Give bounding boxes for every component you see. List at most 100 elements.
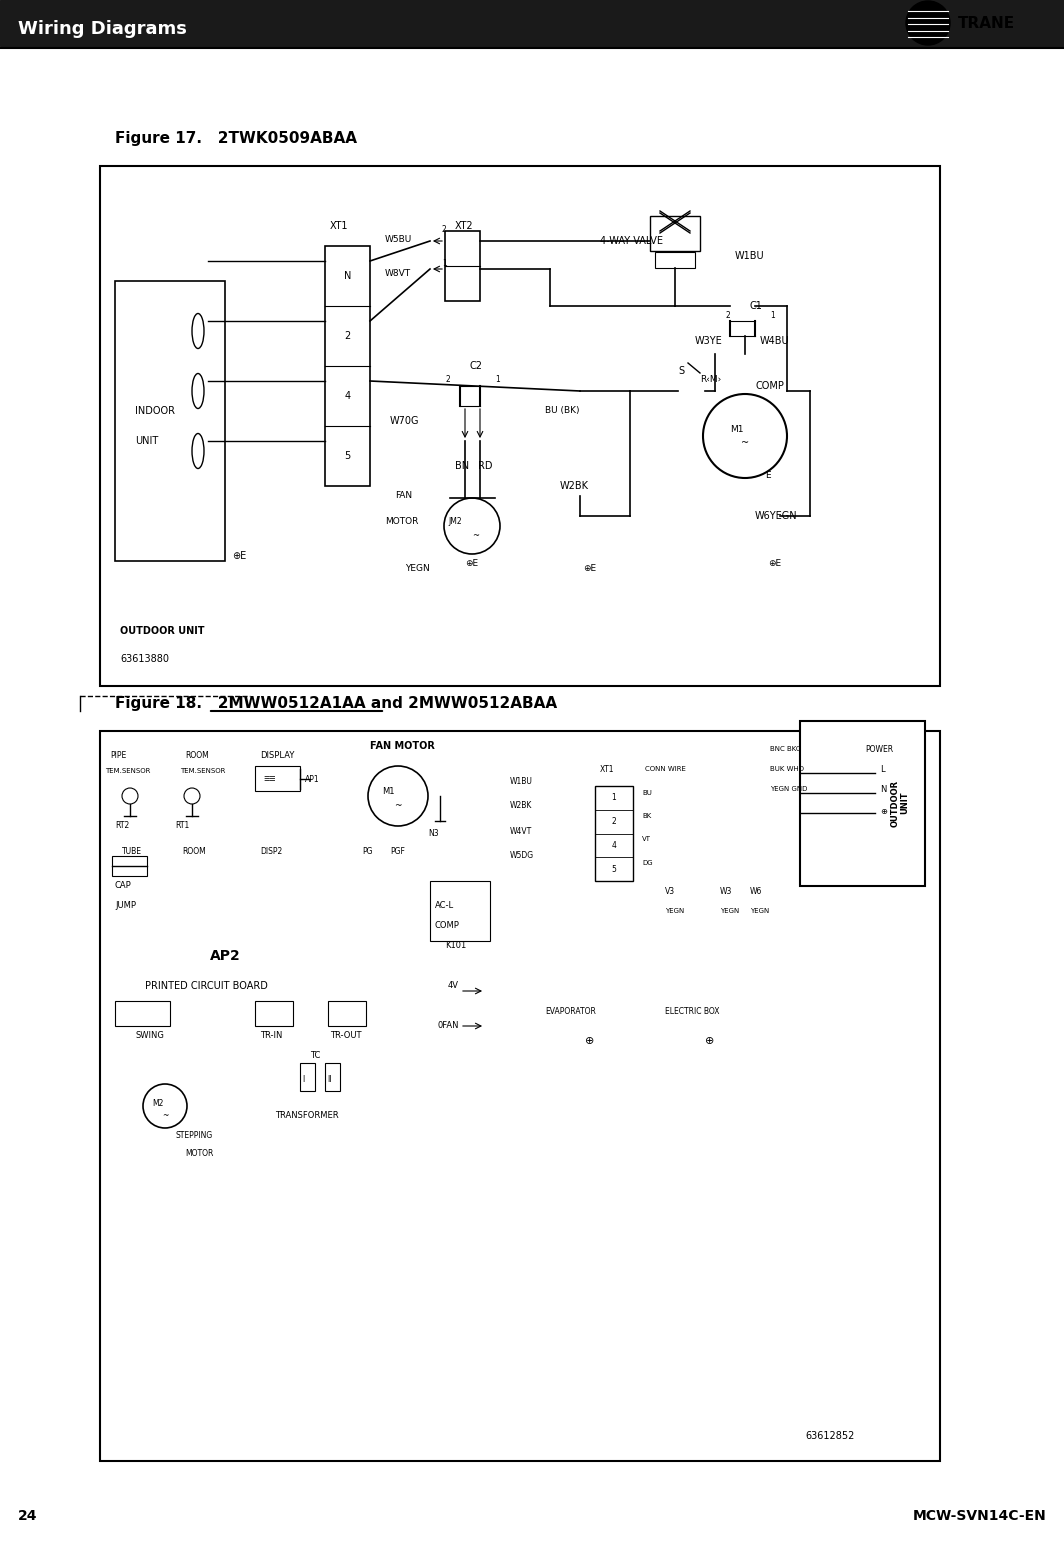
- Text: K101: K101: [445, 942, 466, 951]
- Text: ROOM: ROOM: [182, 846, 205, 855]
- Text: M1: M1: [730, 424, 744, 433]
- Text: ~: ~: [395, 801, 402, 811]
- Text: Wiring Diagrams: Wiring Diagrams: [18, 20, 187, 39]
- Text: AC-L: AC-L: [435, 901, 454, 911]
- Text: TRANE: TRANE: [958, 15, 1015, 31]
- Text: ⊕E: ⊕E: [465, 558, 479, 567]
- Text: 2: 2: [345, 331, 351, 341]
- Text: ~: ~: [472, 532, 479, 541]
- Text: 2: 2: [612, 817, 616, 826]
- Bar: [430, 881, 491, 942]
- Text: ~: ~: [162, 1111, 168, 1120]
- Text: W8VT: W8VT: [385, 268, 411, 277]
- Bar: [100, 166, 940, 686]
- Text: 4-WAY VALVE: 4-WAY VALVE: [600, 236, 663, 247]
- Text: STEPPING: STEPPING: [174, 1131, 212, 1140]
- Ellipse shape: [192, 373, 204, 408]
- Bar: [255, 1002, 293, 1026]
- Text: 5: 5: [345, 452, 351, 461]
- Text: W1BU: W1BU: [510, 777, 533, 786]
- Text: S: S: [678, 367, 684, 376]
- Text: W4VT: W4VT: [510, 826, 532, 835]
- Text: TC: TC: [310, 1051, 320, 1060]
- Text: L: L: [880, 764, 884, 774]
- Text: YEGN: YEGN: [720, 908, 739, 914]
- Text: V3: V3: [665, 886, 676, 895]
- Circle shape: [703, 394, 787, 478]
- Text: W2BK: W2BK: [560, 481, 589, 492]
- Text: M2: M2: [152, 1099, 164, 1108]
- Text: UNIT: UNIT: [135, 436, 159, 445]
- Text: PIPE: PIPE: [110, 752, 127, 761]
- Text: BU: BU: [642, 791, 652, 797]
- Bar: [800, 721, 925, 886]
- Bar: [325, 247, 370, 485]
- Text: W1BU: W1BU: [735, 251, 765, 260]
- Text: BK: BK: [642, 814, 651, 818]
- Bar: [328, 1002, 366, 1026]
- Text: TR-OUT: TR-OUT: [330, 1031, 362, 1040]
- Text: PRINTED CIRCUIT BOARD: PRINTED CIRCUIT BOARD: [145, 982, 268, 991]
- Text: TUBE: TUBE: [122, 846, 142, 855]
- Text: 2: 2: [442, 225, 447, 234]
- Text: ☰☰: ☰☰: [263, 777, 276, 781]
- Text: ⊕E: ⊕E: [768, 558, 782, 567]
- Text: BNC BKO: BNC BKO: [770, 746, 801, 752]
- Text: VT: VT: [642, 837, 651, 841]
- Text: ~: ~: [741, 438, 749, 448]
- Text: ⊕: ⊕: [705, 1036, 715, 1046]
- Text: Figure 17.   2TWK0509ABAA: Figure 17. 2TWK0509ABAA: [115, 131, 358, 146]
- Text: 1: 1: [612, 794, 616, 803]
- Text: W5BU: W5BU: [385, 234, 412, 243]
- Text: ⊕E: ⊕E: [583, 564, 597, 573]
- Text: I: I: [302, 1074, 304, 1083]
- Text: AP2: AP2: [210, 949, 240, 963]
- Text: Figure 18.   2MWW0512A1AA and 2MWW0512ABAA: Figure 18. 2MWW0512A1AA and 2MWW0512ABAA: [115, 697, 558, 710]
- Text: MOTOR: MOTOR: [185, 1148, 214, 1157]
- Text: 2: 2: [725, 311, 730, 321]
- Text: N3: N3: [428, 829, 438, 837]
- Ellipse shape: [192, 313, 204, 348]
- Text: 5: 5: [612, 865, 616, 874]
- Text: ELECTRIC BOX: ELECTRIC BOX: [665, 1006, 719, 1016]
- Text: YEGN: YEGN: [750, 908, 769, 914]
- Text: ⊕E: ⊕E: [232, 552, 246, 561]
- Bar: [0, 0, 1064, 46]
- Text: BN: BN: [455, 461, 469, 472]
- Text: CONN WIRE: CONN WIRE: [645, 766, 686, 772]
- Text: W4BU: W4BU: [760, 336, 789, 347]
- Text: W6YEGN: W6YEGN: [755, 512, 798, 521]
- Text: OUTDOOR
UNIT: OUTDOOR UNIT: [891, 780, 910, 826]
- Text: 4: 4: [612, 841, 616, 851]
- Text: FAN: FAN: [395, 492, 412, 501]
- Text: TEM.SENSOR: TEM.SENSOR: [105, 767, 150, 774]
- Bar: [115, 280, 225, 561]
- Circle shape: [368, 766, 428, 826]
- Text: 63612852: 63612852: [805, 1432, 854, 1441]
- Text: JUMP: JUMP: [115, 901, 136, 911]
- Text: C2: C2: [470, 361, 483, 371]
- Text: 4: 4: [345, 391, 350, 401]
- Text: 1: 1: [495, 374, 500, 384]
- Text: RT1: RT1: [174, 821, 189, 831]
- Text: II: II: [327, 1074, 332, 1083]
- Bar: [325, 1063, 340, 1091]
- Text: W3: W3: [720, 886, 732, 895]
- Text: E: E: [765, 472, 770, 481]
- Text: OUTDOOR UNIT: OUTDOOR UNIT: [120, 626, 204, 636]
- Text: W5DG: W5DG: [510, 852, 534, 860]
- Text: 1: 1: [442, 259, 447, 268]
- Text: DISPLAY: DISPLAY: [260, 752, 295, 761]
- Text: XT1: XT1: [330, 220, 349, 231]
- Text: 1: 1: [770, 311, 775, 321]
- Text: R‹M›: R‹M›: [700, 374, 721, 384]
- Text: 4V: 4V: [448, 982, 459, 991]
- Text: COMP: COMP: [435, 922, 460, 931]
- Text: PGF: PGF: [390, 846, 405, 855]
- Text: DG: DG: [642, 860, 652, 866]
- Text: 0FAN: 0FAN: [438, 1022, 460, 1031]
- Text: M1: M1: [382, 786, 395, 795]
- Text: W6: W6: [750, 886, 763, 895]
- Text: POWER: POWER: [865, 744, 893, 754]
- Text: RD: RD: [478, 461, 493, 472]
